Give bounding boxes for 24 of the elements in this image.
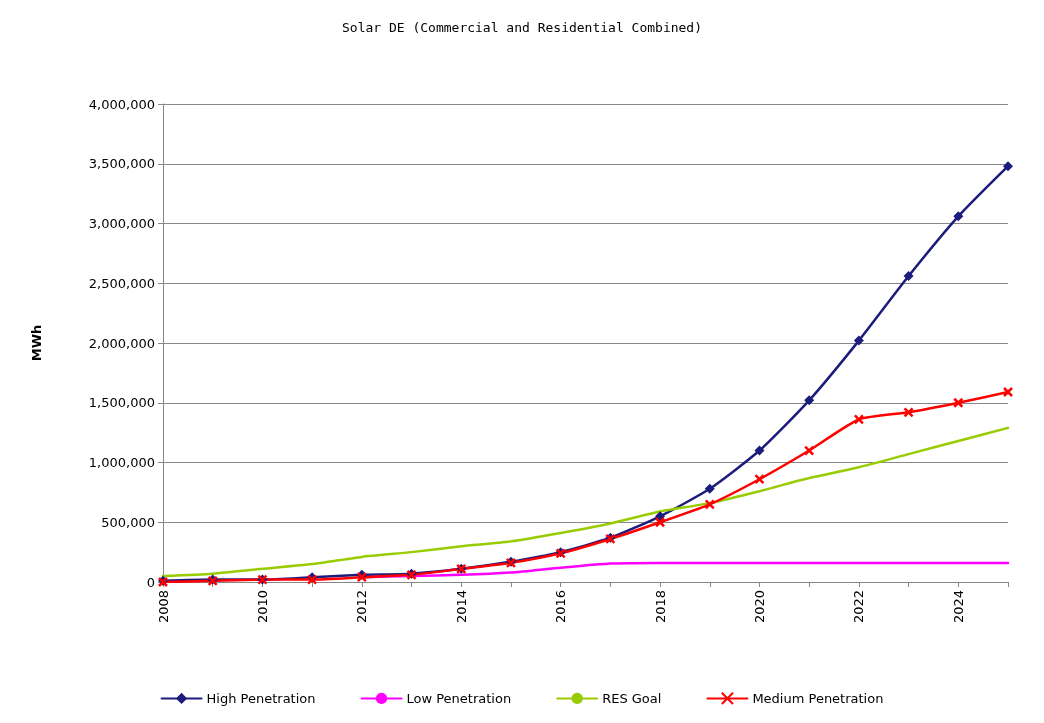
y-tick-label: 3,000,000 [88,216,155,231]
y-tick-label: 3,500,000 [88,156,155,172]
x-tick-label: 2022 [851,590,867,624]
y-tick-label: 0 [146,574,155,590]
y-tick-label: 2,500,000 [88,275,155,291]
x-tick-label: 2018 [652,590,668,624]
x-tick-label: 2008 [155,590,171,624]
y-tick-label: 1,000,000 [88,455,155,470]
chart-title: Solar DE (Commercial and Residential Combined) [341,20,703,35]
x-tick-label: 2012 [354,590,370,624]
y-tick-label: 500,000 [101,514,155,530]
y-axis-title: MWh [29,324,44,362]
x-tick-label: 2016 [553,590,569,624]
legend-label: Low Penetration [406,690,512,706]
y-tick-label: 4,000,000 [88,96,155,112]
x-tick-label: 2024 [950,590,966,624]
x-tick-label: 2010 [254,590,270,624]
x-tick-label: 2014 [453,590,469,624]
y-tick-label: 1,500,000 [88,395,155,411]
legend-label: RES Goal [602,690,662,706]
legend-label: Medium Penetration [752,690,884,706]
legend-label: High Penetration [206,690,316,706]
y-tick-label: 2,000,000 [88,335,155,351]
x-tick-label: 2020 [751,590,767,624]
